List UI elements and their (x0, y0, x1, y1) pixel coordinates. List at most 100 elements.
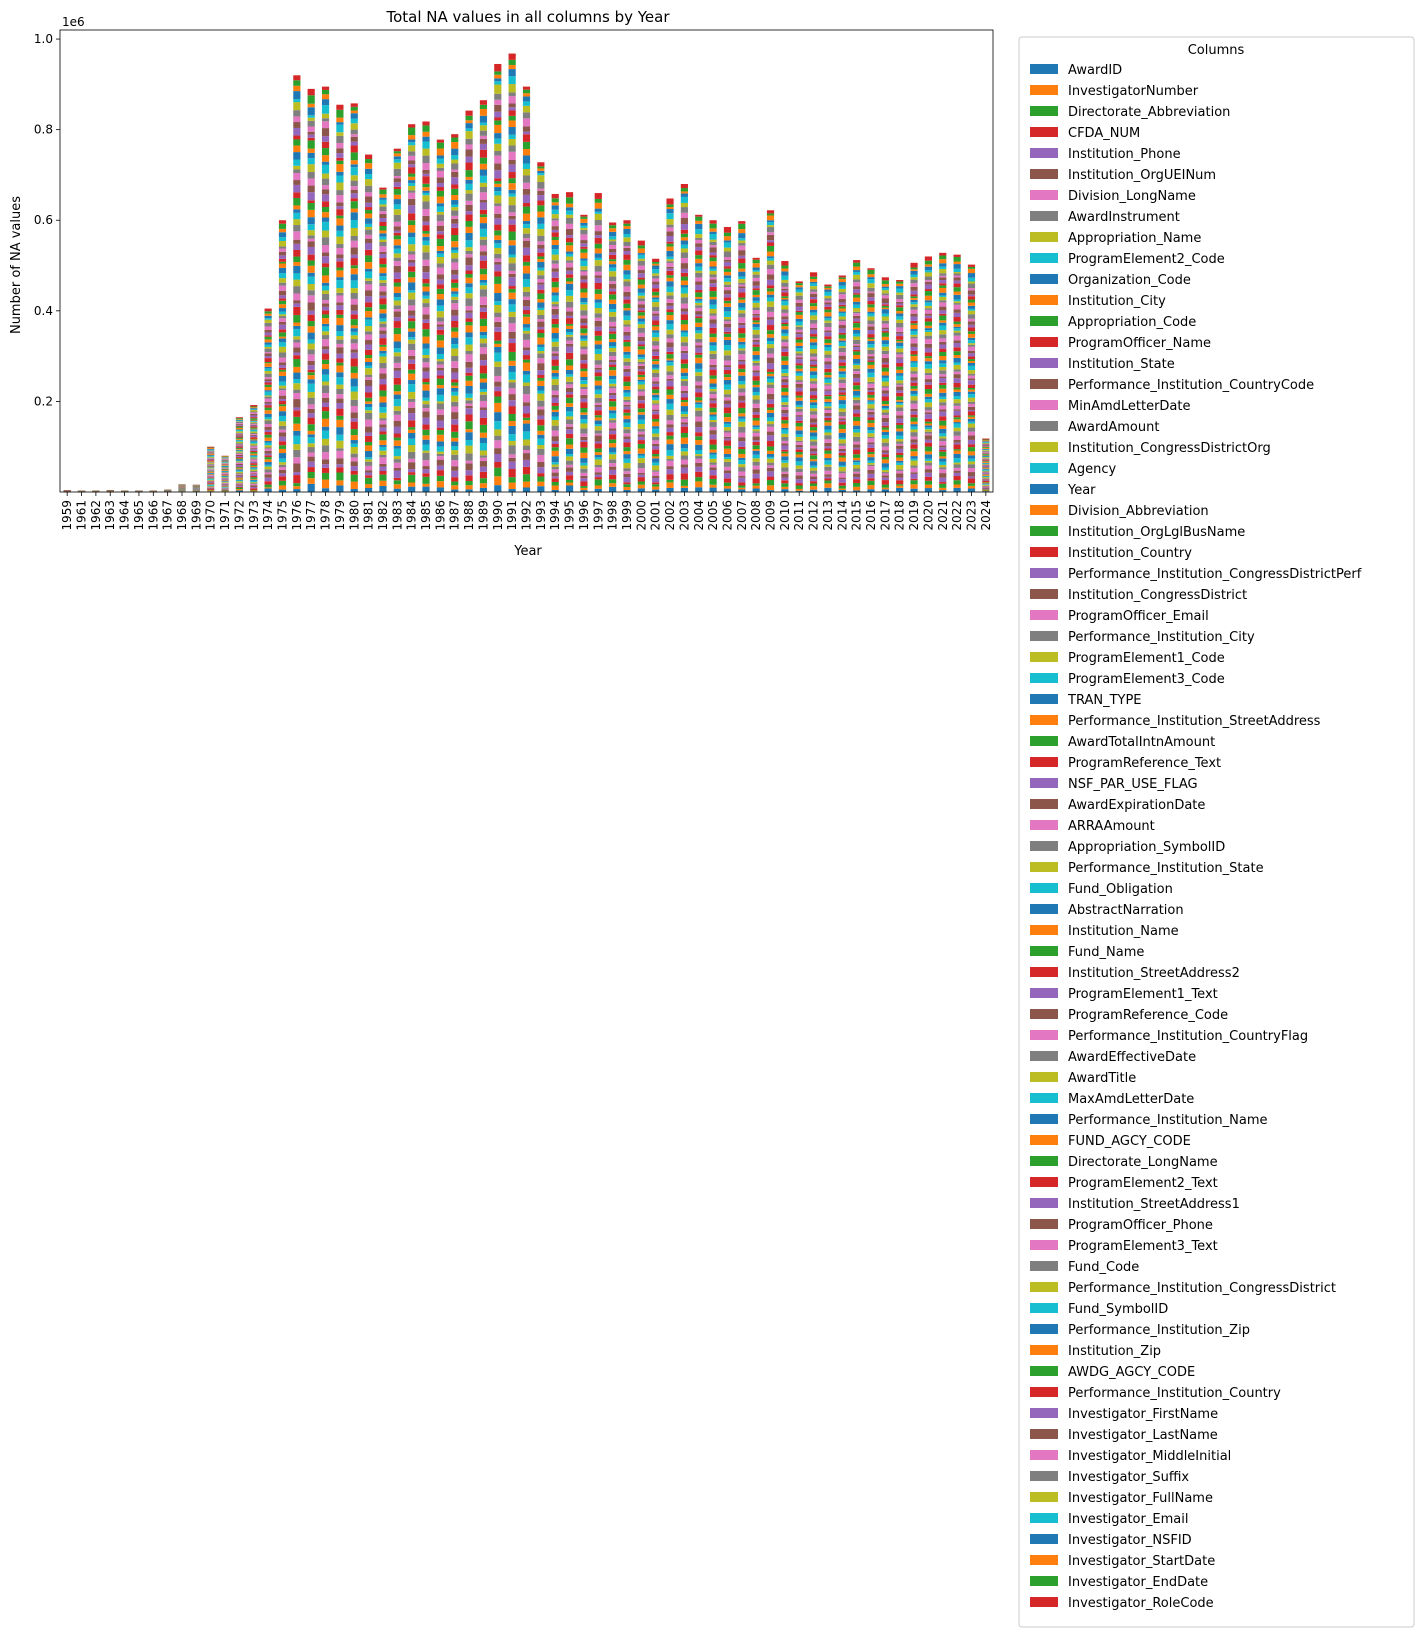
bar-segment (623, 369, 630, 372)
bar-segment (537, 205, 544, 211)
bar-segment (710, 316, 717, 319)
bar-segment (422, 337, 429, 344)
bar-segment (351, 406, 358, 412)
bar-segment (609, 284, 616, 289)
bar-segment (509, 332, 516, 339)
bar-segment (580, 389, 587, 395)
bar-segment (379, 373, 386, 379)
bar-segment (882, 488, 889, 490)
bar-segment (623, 346, 630, 351)
bar-segment (351, 305, 358, 311)
bar-segment (939, 399, 946, 402)
bar-segment (566, 445, 573, 449)
bar-segment (293, 185, 300, 192)
bar-segment (710, 314, 717, 316)
bar-segment (925, 306, 932, 308)
x-tick-label: 1971 (218, 500, 232, 531)
bar-segment (422, 287, 429, 292)
bar-segment (365, 398, 372, 402)
bar-segment (537, 271, 544, 276)
bar-segment (867, 277, 874, 279)
bar-segment (925, 314, 932, 316)
bar-segment (796, 392, 803, 396)
bar-segment (293, 231, 300, 239)
bar-segment (537, 249, 544, 253)
bar-segment (638, 253, 645, 255)
bar-segment (336, 305, 343, 310)
bar-segment (638, 481, 645, 484)
bar-segment (480, 488, 487, 492)
bar-segment (609, 443, 616, 447)
bar-segment (537, 445, 544, 449)
bar-segment (250, 469, 257, 470)
bar-segment (480, 269, 487, 275)
bar-segment (623, 400, 630, 402)
bar-segment (882, 447, 889, 451)
bar-segment (781, 483, 788, 487)
bar-segment (738, 307, 745, 310)
bar-segment (623, 224, 630, 227)
bar-segment (437, 340, 444, 347)
bar-segment (365, 375, 372, 377)
bar-segment (509, 366, 516, 372)
bar-segment (580, 339, 587, 341)
bar-segment (939, 488, 946, 490)
bar-segment (910, 325, 917, 329)
bar-segment (265, 487, 272, 488)
bar-segment (250, 485, 257, 487)
bar-segment (466, 233, 473, 240)
bar-segment (652, 269, 659, 273)
bar-segment (379, 222, 386, 226)
bar-segment (724, 317, 731, 320)
bar-segment (207, 459, 214, 460)
bar-segment (954, 299, 961, 301)
bar-segment (609, 370, 616, 376)
bar-segment (609, 407, 616, 411)
bar-segment (466, 131, 473, 139)
bar-segment (451, 432, 458, 438)
bar-segment (279, 232, 286, 237)
bar-segment (595, 244, 602, 249)
bar-segment (753, 268, 760, 270)
bar-segment (652, 482, 659, 484)
bar-segment (925, 440, 932, 443)
bar-segment (408, 350, 415, 356)
bar-segment (207, 482, 214, 483)
bar-segment (308, 379, 315, 383)
bar-segment (954, 257, 961, 262)
bar-segment (580, 217, 587, 219)
bar-segment (652, 484, 659, 486)
bar-segment (925, 336, 932, 339)
bar-segment (695, 445, 702, 450)
bar-segment (466, 278, 473, 284)
bar-segment (394, 156, 401, 159)
bar-segment (293, 307, 300, 315)
bar-segment (638, 279, 645, 284)
bar-segment (265, 363, 272, 367)
bar-segment (250, 435, 257, 436)
bar-segment (681, 188, 688, 191)
bar-segment (207, 477, 214, 478)
bar-segment (509, 441, 516, 445)
bar-segment (265, 318, 272, 320)
bar-segment (839, 453, 846, 456)
bar-segment (523, 164, 530, 169)
bar-segment (279, 342, 286, 346)
bar-segment (968, 309, 975, 311)
bar-segment (379, 313, 386, 318)
bar-segment (609, 388, 616, 393)
bar-segment (494, 64, 501, 71)
bar-segment (466, 461, 473, 464)
bar-segment (954, 358, 961, 363)
bar-segment (796, 452, 803, 454)
bar-segment (537, 439, 544, 445)
bar-2011 (796, 281, 803, 492)
bar-segment (265, 377, 272, 379)
bar-segment (681, 480, 688, 486)
bar-segment (466, 247, 473, 251)
bar-segment (509, 152, 516, 160)
bar-segment (537, 224, 544, 229)
bar-segment (523, 488, 530, 493)
bar-segment (623, 332, 630, 336)
bar-segment (279, 426, 286, 430)
